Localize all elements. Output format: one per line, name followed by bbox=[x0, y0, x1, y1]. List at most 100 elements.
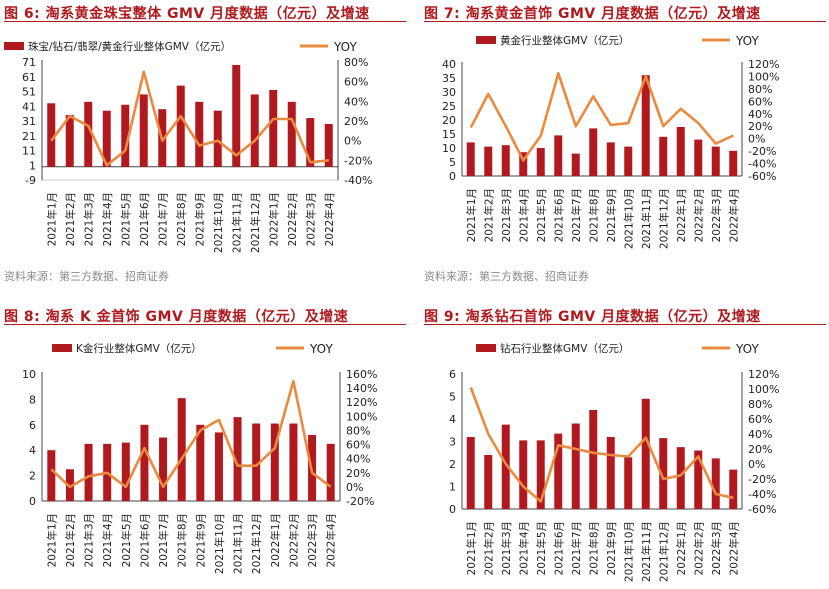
right-axis-tick-label: 80% bbox=[748, 83, 772, 96]
x-tick-label: 2021年9月 bbox=[605, 188, 618, 242]
bar-2 bbox=[65, 469, 74, 501]
bar-11 bbox=[233, 417, 242, 501]
right-axis-tick-label: 120% bbox=[346, 396, 377, 409]
right-axis-tick-label: 0% bbox=[346, 481, 363, 494]
legend-line-label: YOY bbox=[309, 342, 333, 356]
x-tick-label: 2021年2月 bbox=[64, 513, 77, 567]
left-axis-tick-label: -9 bbox=[25, 174, 36, 187]
right-axis-tick-label: -20% bbox=[344, 154, 372, 167]
x-tick-label: 2021年2月 bbox=[482, 521, 495, 575]
bar-9 bbox=[196, 424, 205, 501]
left-axis-tick-label: 0 bbox=[449, 170, 456, 183]
fig9-title: 图 9: 淘系钻石首饰 GMV 月度数据（亿元）及增速 bbox=[424, 309, 761, 325]
bar-9 bbox=[606, 437, 615, 509]
legend-bar-swatch bbox=[52, 344, 72, 352]
bar-13 bbox=[676, 127, 685, 176]
legend-bar-swatch bbox=[476, 344, 496, 352]
bar-2 bbox=[484, 146, 493, 176]
left-axis-tick-label: 35 bbox=[442, 72, 456, 85]
left-axis-tick-label: 25 bbox=[442, 100, 456, 113]
left-axis-tick-label: 41 bbox=[22, 100, 36, 113]
legend-bar-label: K金行业整体GMV（亿元） bbox=[76, 342, 202, 355]
x-tick-label: 2021年8月 bbox=[176, 513, 189, 567]
x-tick-label: 2021年7月 bbox=[570, 188, 583, 242]
x-tick-label: 2022年1月 bbox=[269, 513, 282, 567]
bar-12 bbox=[659, 438, 668, 509]
legend-bar-swatch bbox=[4, 42, 24, 50]
bar-5 bbox=[121, 104, 130, 167]
bar-3 bbox=[501, 145, 510, 176]
x-tick-label: 2021年6月 bbox=[552, 521, 565, 575]
right-axis-tick-label: 60% bbox=[748, 413, 772, 426]
bar-10 bbox=[624, 457, 633, 509]
right-axis-tick-label: 60% bbox=[344, 76, 368, 89]
right-axis-tick-label: 20% bbox=[346, 467, 370, 480]
fig9-title-rule bbox=[424, 324, 826, 325]
right-axis-tick-label: 120% bbox=[748, 368, 779, 381]
left-axis-tick-label: 71 bbox=[22, 56, 36, 69]
left-axis-tick-label: 4 bbox=[449, 413, 456, 426]
legend-bar-label: 珠宝/钻石/翡翠/黄金行业整体GMV（亿元） bbox=[28, 40, 231, 53]
x-tick-label: 2021年10月 bbox=[622, 521, 635, 582]
x-tick-label: 2022年3月 bbox=[306, 513, 319, 567]
right-axis-tick-label: -20% bbox=[748, 473, 776, 486]
bar-16 bbox=[324, 123, 333, 167]
bar-3 bbox=[501, 424, 510, 509]
right-axis-tick-label: 0% bbox=[748, 133, 765, 146]
right-axis-tick-label: 80% bbox=[344, 56, 368, 69]
right-axis-tick-label: -60% bbox=[748, 503, 776, 516]
x-tick-label: 2021年7月 bbox=[157, 513, 170, 567]
left-axis-tick-label: 2 bbox=[29, 470, 36, 483]
x-tick-label: 2021年9月 bbox=[194, 513, 207, 567]
x-tick-label: 2022年2月 bbox=[692, 521, 705, 575]
bar-16 bbox=[326, 443, 335, 501]
left-axis-tick-label: 1 bbox=[29, 159, 36, 172]
right-axis-tick-label: 160% bbox=[346, 368, 377, 381]
bar-8 bbox=[589, 128, 598, 176]
right-axis-tick-label: -20% bbox=[346, 495, 374, 508]
left-axis-tick-label: 10 bbox=[22, 368, 36, 381]
left-axis-tick-label: 8 bbox=[29, 393, 36, 406]
bar-13 bbox=[676, 447, 685, 509]
right-axis-tick-label: 0% bbox=[344, 135, 361, 148]
bar-2 bbox=[484, 455, 493, 509]
bar-10 bbox=[214, 432, 223, 501]
bar-1 bbox=[47, 450, 56, 501]
right-axis-tick-label: 60% bbox=[346, 439, 370, 452]
right-axis-tick-label: 40% bbox=[346, 453, 370, 466]
x-tick-label: 2021年9月 bbox=[193, 192, 206, 246]
x-tick-label: 2022年1月 bbox=[675, 188, 688, 242]
left-axis-tick-label: 0 bbox=[449, 503, 456, 516]
bar-6 bbox=[139, 94, 148, 167]
bar-9 bbox=[606, 142, 615, 176]
x-tick-label: 2021年12月 bbox=[249, 192, 262, 253]
fig9-chart: 钻石行业整体GMV（亿元） YOY 6 5 4 3 2 1 0 120% 100% 80% 60% 40%… bbox=[449, 342, 779, 582]
fig6-title: 图 6: 淘系黄金珠宝整体 GMV 月度数据（亿元）及增速 bbox=[4, 6, 370, 22]
bar-10 bbox=[213, 110, 222, 167]
right-axis-tick-label: 20% bbox=[748, 120, 772, 133]
right-axis-tick-label: 60% bbox=[748, 95, 772, 108]
right-axis-tick-label: 40% bbox=[344, 95, 368, 108]
left-axis-tick-label: 21 bbox=[22, 130, 36, 143]
x-tick-label: 2021年11月 bbox=[640, 188, 653, 249]
yoy-line bbox=[50, 379, 332, 489]
left-axis-tick-label: 15 bbox=[442, 128, 456, 141]
x-tick-label: 2022年2月 bbox=[692, 188, 705, 242]
left-axis-tick-label: 61 bbox=[22, 71, 36, 84]
x-tick-label: 2022年3月 bbox=[710, 188, 723, 242]
x-tick-label: 2021年1月 bbox=[465, 188, 478, 242]
right-axis-tick-label: 20% bbox=[344, 115, 368, 128]
bar-14 bbox=[289, 423, 298, 501]
x-tick-label: 2021年6月 bbox=[138, 192, 151, 246]
x-tick-label: 2021年5月 bbox=[535, 521, 548, 575]
bar-7 bbox=[571, 153, 580, 176]
x-tick-label: 2021年8月 bbox=[587, 188, 600, 242]
bar-11 bbox=[641, 75, 650, 176]
bar-15 bbox=[711, 458, 720, 509]
x-tick-label: 2021年1月 bbox=[45, 192, 58, 246]
bar-5 bbox=[121, 442, 130, 501]
left-axis-tick-label: 6 bbox=[29, 419, 36, 432]
bar-6 bbox=[140, 424, 149, 501]
legend-bar-label: 钻石行业整体GMV（亿元） bbox=[500, 342, 629, 355]
right-axis-tick-label: 120% bbox=[748, 58, 779, 71]
